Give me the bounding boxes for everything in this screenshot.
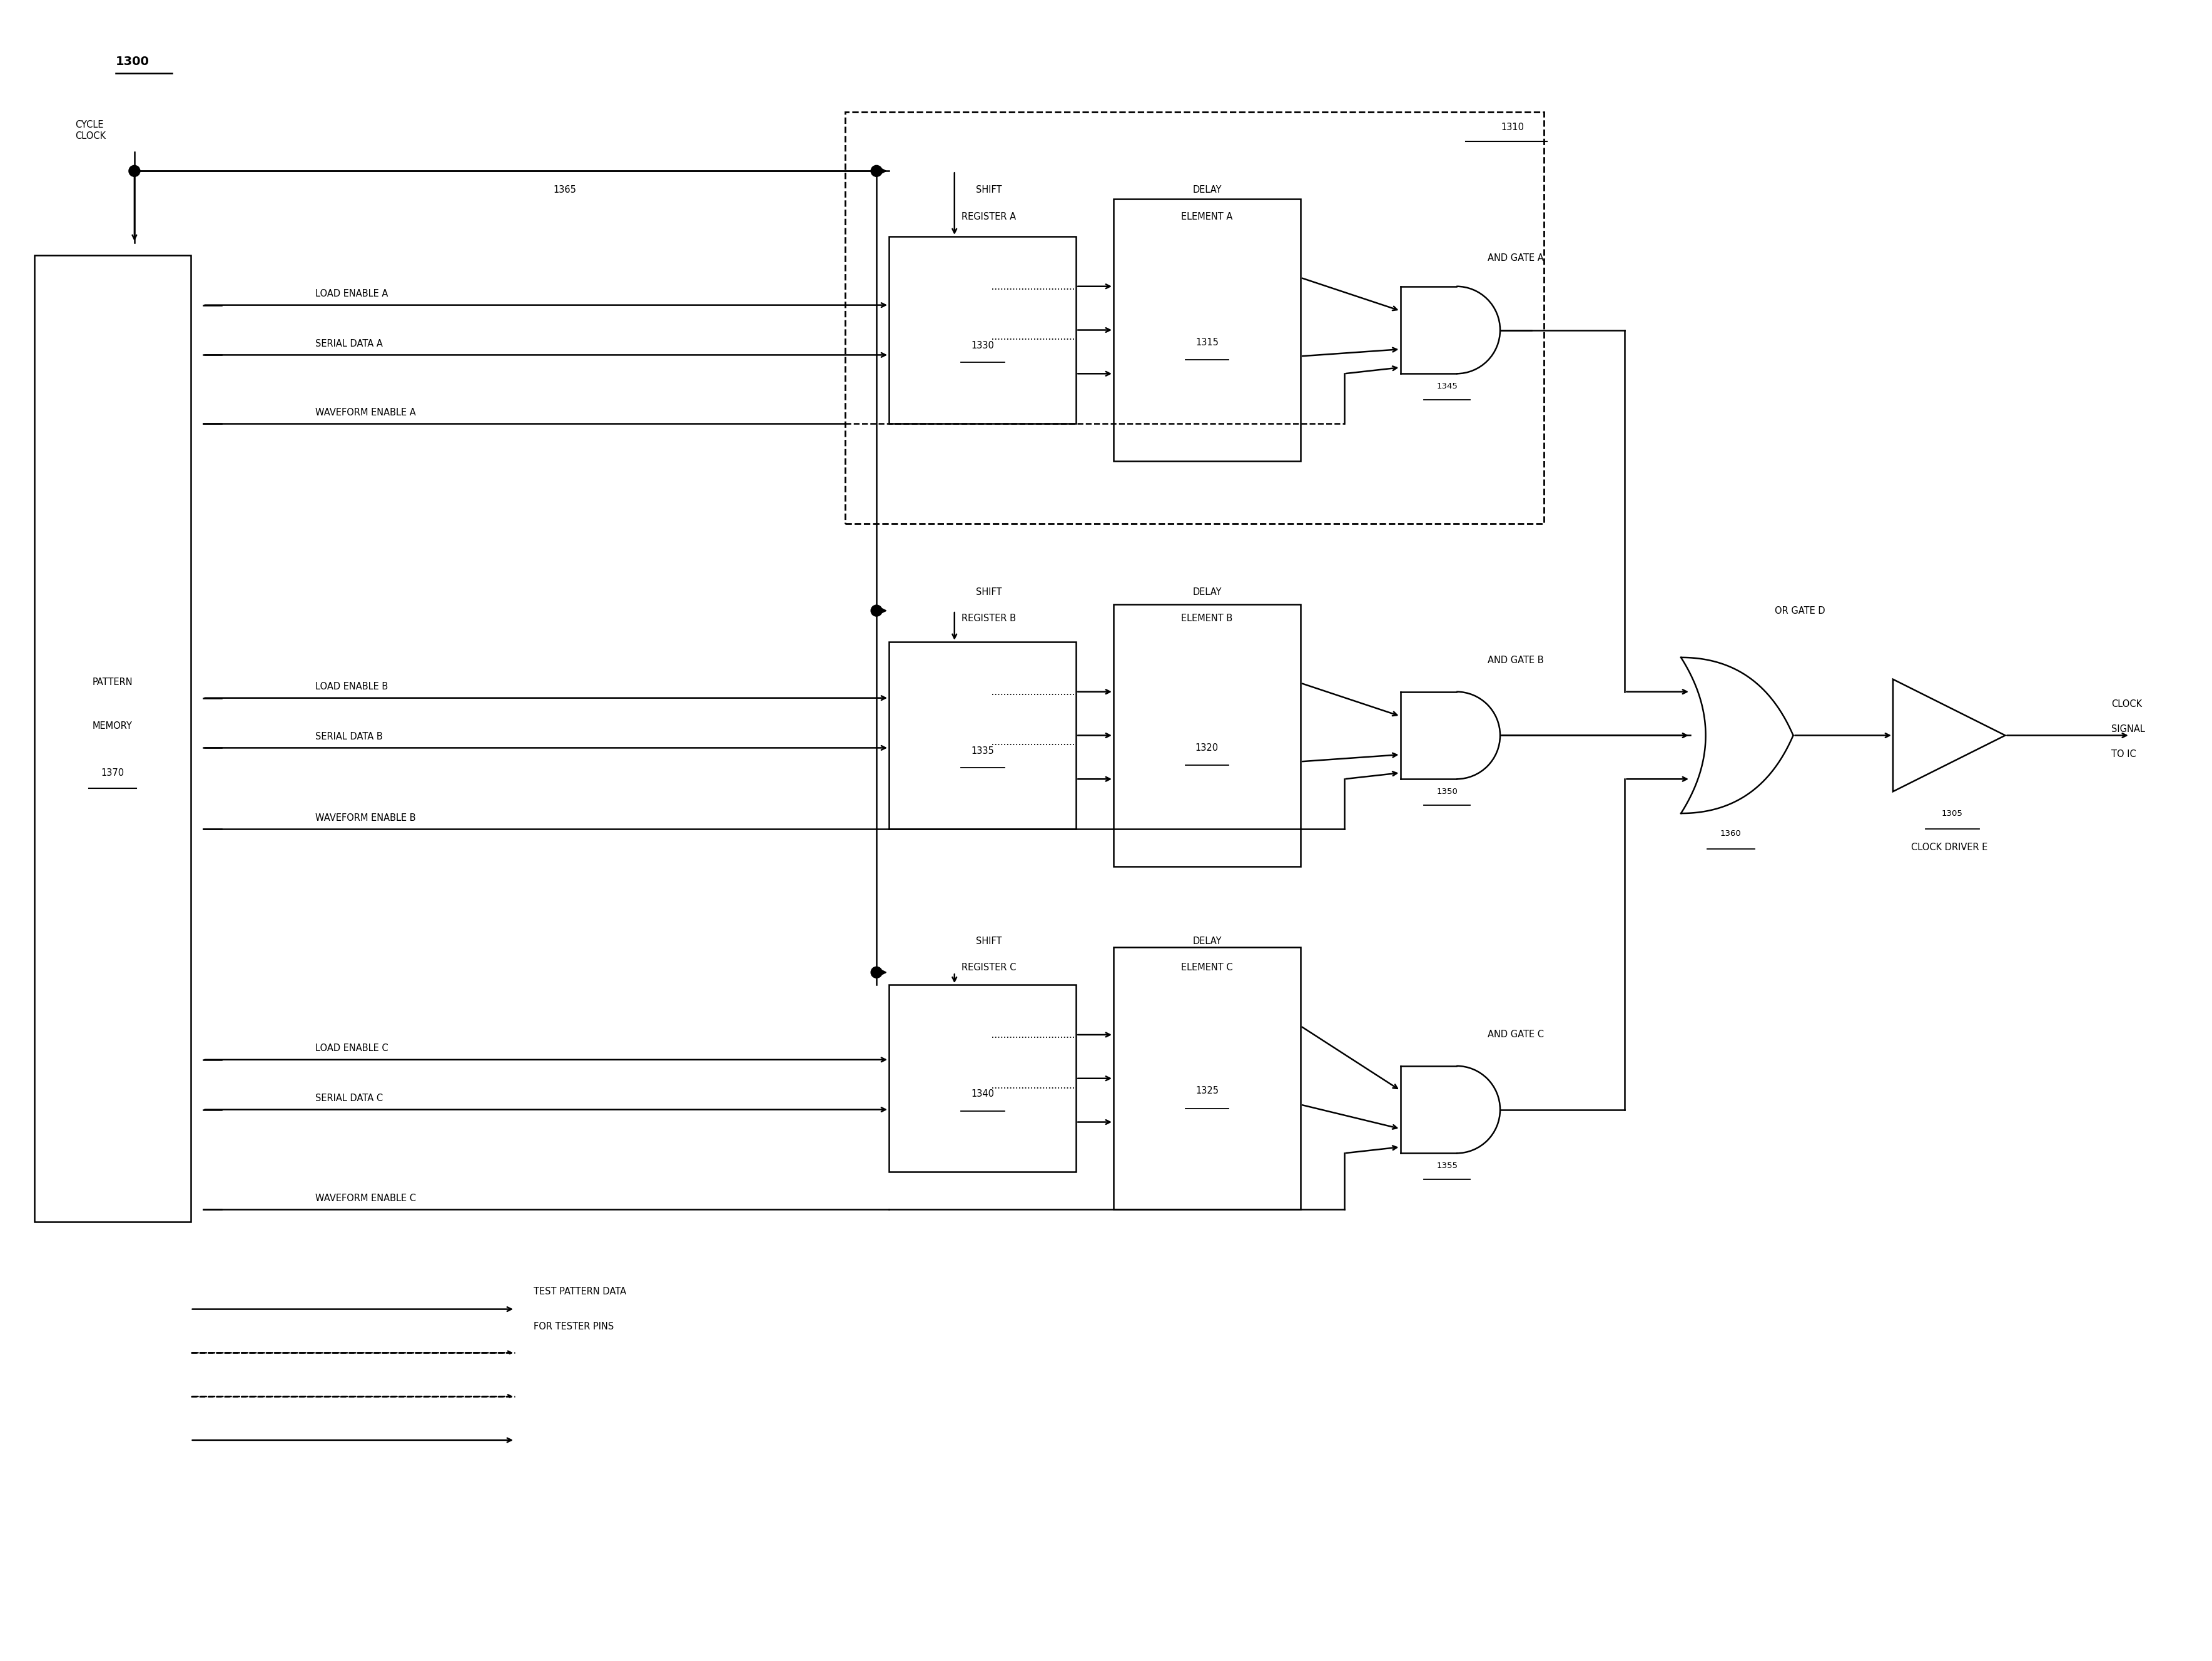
Bar xyxy=(1113,199,1301,462)
Circle shape xyxy=(872,967,883,978)
Text: OR GATE D: OR GATE D xyxy=(1774,606,1825,615)
Text: 1330: 1330 xyxy=(971,341,993,350)
Text: SERIAL DATA B: SERIAL DATA B xyxy=(314,733,383,741)
Text: CYCLE
CLOCK: CYCLE CLOCK xyxy=(75,120,106,141)
Text: SHIFT: SHIFT xyxy=(975,937,1002,945)
Text: 1300: 1300 xyxy=(115,56,150,68)
Text: FOR TESTER PINS: FOR TESTER PINS xyxy=(533,1322,613,1332)
Text: 1335: 1335 xyxy=(971,746,993,756)
Text: AND GATE B: AND GATE B xyxy=(1486,656,1544,666)
Text: REGISTER B: REGISTER B xyxy=(962,613,1015,623)
Text: SHIFT: SHIFT xyxy=(975,184,1002,194)
Text: DELAY: DELAY xyxy=(1192,588,1221,596)
Bar xyxy=(1113,947,1301,1209)
Text: SIGNAL: SIGNAL xyxy=(2110,724,2143,734)
Bar xyxy=(889,236,1075,424)
Bar xyxy=(1113,605,1301,867)
Text: 1340: 1340 xyxy=(971,1090,993,1098)
Text: 1360: 1360 xyxy=(1719,830,1741,839)
Bar xyxy=(35,256,190,1222)
Text: 1320: 1320 xyxy=(1194,742,1219,752)
Text: MEMORY: MEMORY xyxy=(93,721,133,731)
Text: AND GATE C: AND GATE C xyxy=(1486,1030,1544,1040)
Text: WAVEFORM ENABLE C: WAVEFORM ENABLE C xyxy=(314,1194,416,1203)
Text: ELEMENT C: ELEMENT C xyxy=(1181,963,1232,972)
Text: LOAD ENABLE A: LOAD ENABLE A xyxy=(314,289,387,299)
Text: REGISTER A: REGISTER A xyxy=(962,213,1015,221)
Text: ELEMENT B: ELEMENT B xyxy=(1181,613,1232,623)
Text: 1365: 1365 xyxy=(553,184,575,194)
Text: CLOCK: CLOCK xyxy=(2110,699,2141,709)
Text: ELEMENT A: ELEMENT A xyxy=(1181,213,1232,221)
Text: AND GATE A: AND GATE A xyxy=(1486,254,1544,262)
Text: WAVEFORM ENABLE A: WAVEFORM ENABLE A xyxy=(314,407,416,417)
Text: 1355: 1355 xyxy=(1436,1161,1458,1169)
Text: 1315: 1315 xyxy=(1194,337,1219,347)
Text: LOAD ENABLE C: LOAD ENABLE C xyxy=(314,1043,387,1053)
Text: 1310: 1310 xyxy=(1500,123,1524,131)
Circle shape xyxy=(872,605,883,616)
Text: TO IC: TO IC xyxy=(2110,749,2135,759)
Text: 1345: 1345 xyxy=(1436,382,1458,390)
Text: CLOCK DRIVER E: CLOCK DRIVER E xyxy=(1911,844,1986,852)
Text: TEST PATTERN DATA: TEST PATTERN DATA xyxy=(533,1287,626,1296)
Circle shape xyxy=(128,166,139,176)
Text: PATTERN: PATTERN xyxy=(93,678,133,688)
Text: DELAY: DELAY xyxy=(1192,937,1221,945)
Text: DELAY: DELAY xyxy=(1192,184,1221,194)
Text: 1325: 1325 xyxy=(1194,1086,1219,1096)
Text: SERIAL DATA A: SERIAL DATA A xyxy=(314,339,383,349)
Text: LOAD ENABLE B: LOAD ENABLE B xyxy=(314,683,387,691)
Circle shape xyxy=(872,166,883,176)
Text: 1350: 1350 xyxy=(1436,787,1458,796)
Text: WAVEFORM ENABLE B: WAVEFORM ENABLE B xyxy=(314,812,416,822)
Text: REGISTER C: REGISTER C xyxy=(962,963,1015,972)
Bar xyxy=(889,985,1075,1173)
Bar xyxy=(845,111,1544,523)
Text: 1370: 1370 xyxy=(102,767,124,777)
Text: SHIFT: SHIFT xyxy=(975,588,1002,596)
Text: SERIAL DATA C: SERIAL DATA C xyxy=(314,1093,383,1103)
Text: 1305: 1305 xyxy=(1942,809,1962,817)
Bar xyxy=(889,641,1075,829)
